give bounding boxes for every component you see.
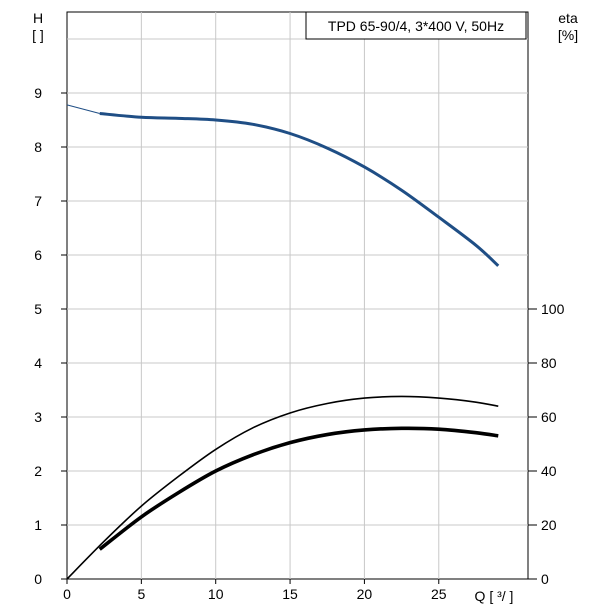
chart-title: TPD 65-90/4, 3*400 V, 50Hz xyxy=(328,18,504,34)
x-tick-label-15: 15 xyxy=(282,586,298,602)
left-tick-label-3: 3 xyxy=(34,409,42,425)
right-tick-label-0: 0 xyxy=(541,571,549,587)
left-tick-label-2: 2 xyxy=(34,463,42,479)
left-axis-unit: [ ] xyxy=(32,27,44,43)
head-curve-extension xyxy=(66,104,100,115)
plot-area xyxy=(66,11,529,580)
x-tick-label-20: 20 xyxy=(357,586,373,602)
left-tick-label-6: 6 xyxy=(34,247,42,263)
title-box xyxy=(305,11,527,40)
left-tick-label-0: 0 xyxy=(34,571,42,587)
grid-lines xyxy=(67,12,528,579)
right-axis: 0 20 40 60 80 100 xyxy=(528,301,565,587)
right-axis-unit: [%] xyxy=(558,27,578,43)
right-tick-label-20: 20 xyxy=(541,517,557,533)
left-tick-label-1: 1 xyxy=(34,517,42,533)
right-tick-label-80: 80 xyxy=(541,355,557,371)
right-tick-label-40: 40 xyxy=(541,463,557,479)
curves-layer xyxy=(66,104,500,580)
left-tick-label-9: 9 xyxy=(34,85,42,101)
x-axis-label: Q [ ³/ ] xyxy=(475,588,514,604)
x-tick-label-10: 10 xyxy=(208,586,224,602)
x-tick-label-5: 5 xyxy=(137,586,145,602)
x-tick-label-25: 25 xyxy=(431,586,447,602)
right-tick-label-60: 60 xyxy=(541,409,557,425)
left-tick-label-4: 4 xyxy=(34,355,42,371)
right-tick-label-100: 100 xyxy=(541,301,565,317)
left-tick-label-8: 8 xyxy=(34,139,42,155)
efficiency-curve-1 xyxy=(66,395,499,580)
efficiency-curve-2 xyxy=(98,426,499,551)
x-axis-label-bg xyxy=(458,587,530,607)
x-axis: 0 5 10 15 20 25 xyxy=(63,579,447,602)
head-curve xyxy=(99,112,500,267)
left-tick-label-5: 5 xyxy=(34,301,42,317)
left-tick-label-7: 7 xyxy=(34,193,42,209)
x-tick-label-0: 0 xyxy=(63,586,71,602)
left-axis-label: H xyxy=(33,10,43,26)
left-axis: 0 1 2 3 4 5 6 7 8 9 xyxy=(34,85,67,587)
right-axis-label: eta xyxy=(558,10,578,26)
